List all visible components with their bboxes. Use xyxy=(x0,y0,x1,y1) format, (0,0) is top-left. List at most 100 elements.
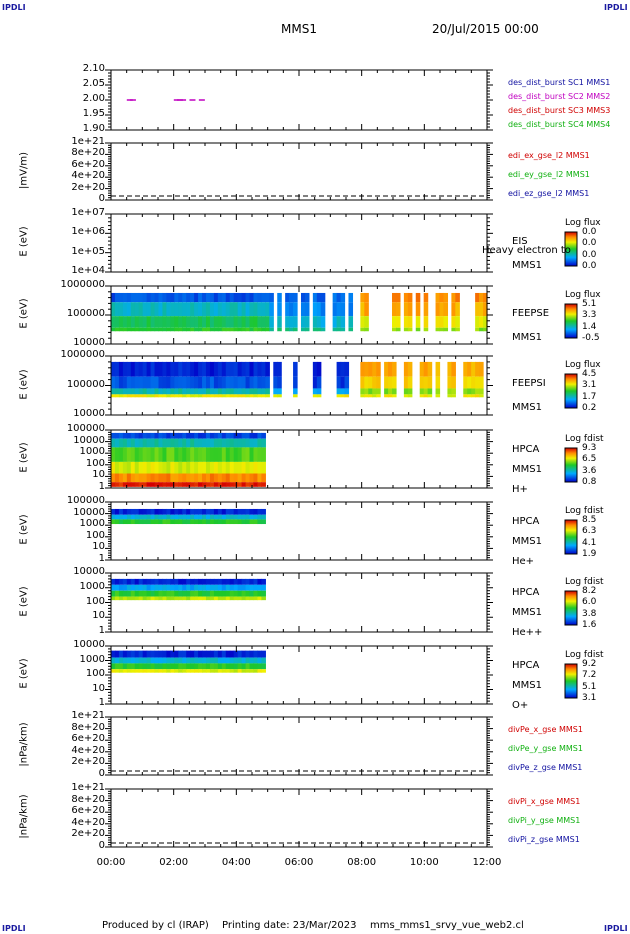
spectrogram-cell xyxy=(134,302,140,317)
spectrogram-cell xyxy=(312,327,318,332)
spectrogram-cell xyxy=(229,316,235,328)
spectrogram-cell xyxy=(293,388,298,395)
colorbar-title: Log fdist xyxy=(565,506,604,516)
legend-entry: divPi_y_gse MMS1 xyxy=(508,816,581,825)
spectrogram-cell xyxy=(423,394,429,398)
spectrogram-cell xyxy=(111,361,116,377)
spectrogram-cell xyxy=(178,361,183,377)
spectrogram-cell xyxy=(170,578,175,585)
spectrogram-cell xyxy=(479,388,484,395)
spectrogram-cell xyxy=(178,376,183,389)
spectrogram-cell xyxy=(154,461,160,474)
spectrogram-cell xyxy=(174,590,179,597)
spectrogram-cell xyxy=(170,361,175,377)
spectrogram-cell xyxy=(134,438,140,448)
spectrogram-cell xyxy=(249,447,255,462)
spectrogram-cell xyxy=(364,302,369,317)
spectrogram-cell xyxy=(388,376,393,389)
spectrogram-cell xyxy=(277,376,282,389)
spectrogram-cell xyxy=(209,438,215,448)
spectrogram-cell xyxy=(285,302,290,317)
spectrogram-cell xyxy=(451,376,456,389)
spectrogram-cell xyxy=(190,394,195,398)
colorbar-tick-label: 1.6 xyxy=(582,620,597,630)
spectrogram-cell xyxy=(146,327,152,332)
spectrogram-cell xyxy=(253,376,259,389)
spectrogram-cell xyxy=(146,473,152,483)
spectrogram-cell xyxy=(225,316,231,328)
spectrogram-cell xyxy=(138,669,144,673)
spectrogram-cell xyxy=(170,590,175,597)
spectrogram-cell xyxy=(202,361,207,377)
spectrogram-cell xyxy=(483,292,488,303)
spectrogram-cell xyxy=(142,596,148,601)
spectrogram-cell xyxy=(253,473,259,483)
spectrogram-cell xyxy=(245,394,251,398)
spectrogram-cell xyxy=(142,663,148,670)
spectrogram-cell xyxy=(221,316,227,328)
spectrogram-cell xyxy=(182,292,187,303)
spectrogram-cell xyxy=(170,447,175,462)
spectrogram-cell xyxy=(261,657,266,664)
spectrogram-cell xyxy=(130,519,136,525)
spectrogram-cell xyxy=(162,508,168,515)
spectrogram-cell xyxy=(162,578,168,585)
spectrogram-cell xyxy=(126,519,132,525)
spectrogram-cell xyxy=(388,361,393,377)
spectrogram-cell xyxy=(479,361,484,377)
spectrogram-cell xyxy=(304,316,310,328)
spectrogram-cell xyxy=(233,292,239,303)
spectrogram-cell xyxy=(162,388,168,395)
spectrogram-cell xyxy=(360,376,365,389)
spectrogram-cell xyxy=(190,657,195,664)
spectrogram-cell xyxy=(344,388,350,395)
spectrogram-cell xyxy=(395,292,401,303)
spectrogram-cell xyxy=(257,361,262,377)
spectrogram-cell xyxy=(202,657,207,664)
spectrogram-cell xyxy=(249,578,255,585)
colorbar-tick-label: 0.0 xyxy=(582,261,597,271)
spectrogram-cell xyxy=(166,657,171,664)
spectrogram-cell xyxy=(154,473,160,483)
spectrogram-cell xyxy=(241,663,247,670)
spectrogram-cell xyxy=(340,376,346,389)
y-axis-label: E (eV) xyxy=(18,226,30,257)
spectrogram-cell xyxy=(253,596,259,601)
spectrogram-cell xyxy=(158,519,164,525)
spectrogram-cell xyxy=(205,361,211,377)
spectrogram-cell xyxy=(265,292,270,303)
spectrogram-cell xyxy=(455,327,460,332)
spectrogram-cell xyxy=(194,657,199,664)
spectrogram-cell xyxy=(265,361,270,377)
spectrogram-cell xyxy=(174,361,179,377)
spectrogram-cell xyxy=(360,394,365,398)
spectrogram-cell xyxy=(205,508,211,515)
spectrogram-cell xyxy=(194,514,199,520)
spectrogram-cell xyxy=(320,302,326,317)
spectrogram-cell xyxy=(142,590,148,597)
spectrogram-cell xyxy=(312,376,318,389)
spectrogram-cell xyxy=(202,590,207,597)
spectrogram-cell xyxy=(126,657,132,664)
spectrogram-cell xyxy=(158,302,164,317)
spectrogram-cell xyxy=(217,663,223,670)
spectrogram-cell xyxy=(225,473,231,483)
spectrogram-cell xyxy=(463,376,468,389)
spectrogram-cell xyxy=(237,447,243,462)
spectrogram-cell xyxy=(300,302,306,317)
spectrogram-cell xyxy=(253,590,259,597)
spectrogram-cell xyxy=(213,316,219,328)
y-tick-label: 0 xyxy=(98,193,105,204)
spectrogram-cell xyxy=(407,388,413,395)
spectrogram-cell xyxy=(174,388,179,395)
spectrogram-cell xyxy=(111,394,116,398)
spectrogram-cell xyxy=(344,394,350,398)
spectrogram-cell xyxy=(118,376,124,389)
spectrogram-cell xyxy=(221,327,227,332)
spectrogram-cell xyxy=(451,292,456,303)
spectrogram-cell xyxy=(213,302,219,317)
y-tick-label: 100 xyxy=(85,529,105,541)
spectrogram-cell xyxy=(221,473,227,483)
spectrogram-cell xyxy=(261,376,266,389)
spectrogram-cell xyxy=(158,447,164,462)
